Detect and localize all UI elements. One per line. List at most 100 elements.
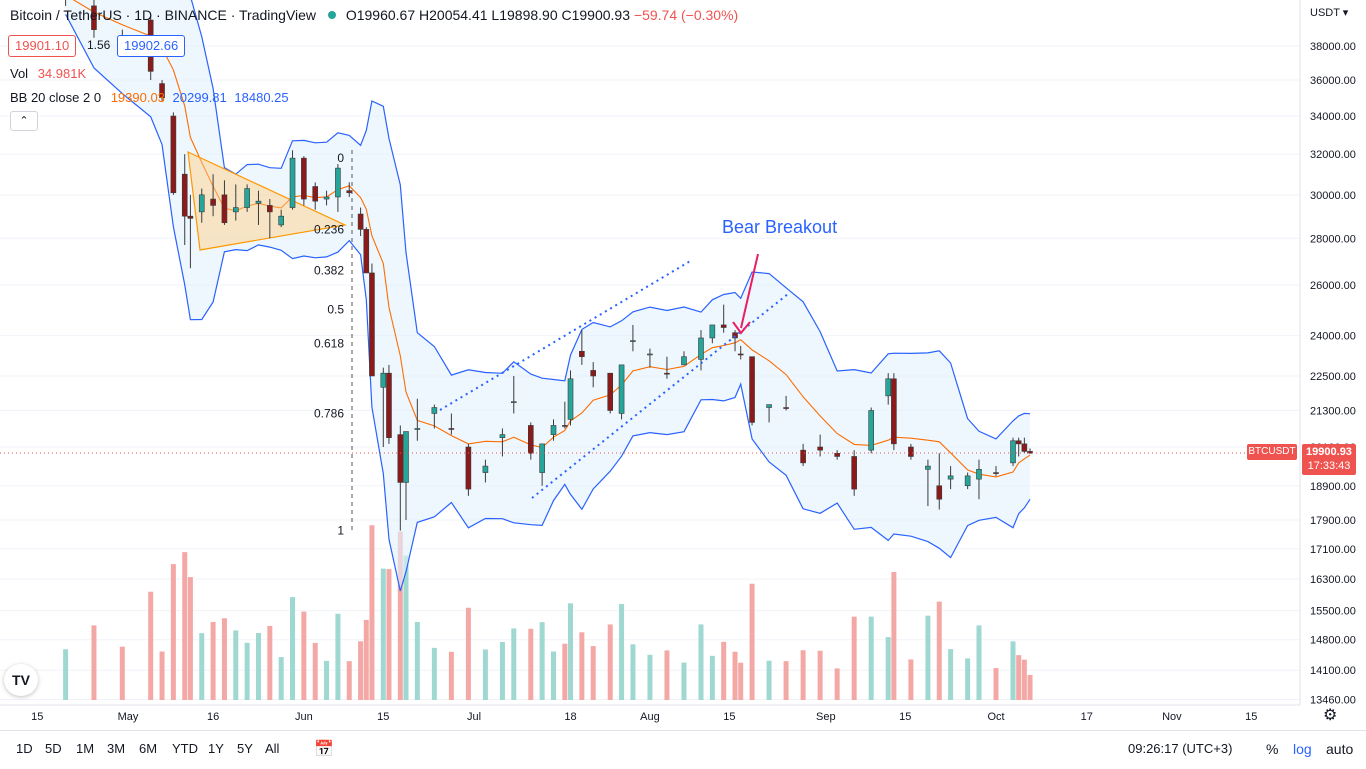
timeframe-button-all[interactable]: All xyxy=(265,741,280,756)
volume-bar xyxy=(380,568,386,700)
candle xyxy=(170,112,177,195)
volume-bar xyxy=(891,572,897,700)
volume-bar xyxy=(1016,655,1022,700)
candle xyxy=(159,80,165,102)
time-axis[interactable]: 15 May 16 Jun 15 Jul 18 Aug 15 Sep 15 Oct 17 Nov 15 xyxy=(31,711,1257,723)
candle xyxy=(976,459,982,500)
volume-bar xyxy=(346,661,352,700)
time-tick-label: 15 xyxy=(723,711,735,723)
candle xyxy=(698,330,704,371)
volume-bar xyxy=(749,583,755,700)
volume-bar xyxy=(363,619,369,700)
candle xyxy=(198,188,205,223)
volume-bar xyxy=(1021,659,1027,700)
candle xyxy=(562,401,568,429)
candle xyxy=(210,174,216,217)
bb-indicator-legend[interactable]: BB 20 close 2 0 19390.03 20299.81 18480.… xyxy=(10,90,289,105)
volume-bar xyxy=(528,628,534,700)
timeframe-button-1d[interactable]: 1D xyxy=(16,741,33,756)
timeframe-button-1y[interactable]: 1Y xyxy=(208,741,224,756)
candle xyxy=(448,413,455,435)
timeframe-button-ytd[interactable]: YTD xyxy=(172,741,198,756)
log-scale-button[interactable]: log xyxy=(1293,741,1312,757)
buy-price-button[interactable]: 19902.66 xyxy=(117,35,186,57)
volume-bar xyxy=(630,644,636,700)
time-tick-label: 16 xyxy=(207,711,219,723)
volume-bar xyxy=(187,577,193,700)
candle xyxy=(925,459,931,507)
calendar-range-icon[interactable]: 📅 xyxy=(314,741,334,758)
candle xyxy=(403,431,409,520)
volume-bar xyxy=(965,658,971,700)
price-tick-label: 30000.00 xyxy=(1310,190,1356,202)
volume-bar xyxy=(834,668,840,700)
time-tick-label: Nov xyxy=(1162,711,1182,723)
bb-label: BB 20 close 2 0 xyxy=(10,90,102,105)
candle xyxy=(539,443,545,486)
volume-bar xyxy=(607,624,613,700)
gear-icon[interactable]: ⚙ xyxy=(1323,707,1338,724)
volume-bar xyxy=(221,618,227,700)
fib-level-label: 0.382 xyxy=(314,264,344,278)
volume-bar xyxy=(148,591,154,700)
candle xyxy=(312,182,319,210)
tradingview-logo[interactable]: TV xyxy=(4,664,38,696)
volume-bar xyxy=(936,601,942,700)
candle xyxy=(766,404,772,423)
percent-scale-button[interactable]: % xyxy=(1266,741,1279,757)
candle xyxy=(267,199,273,239)
candle xyxy=(851,450,857,496)
high-value: H20054.41 xyxy=(419,7,488,23)
volume-bar xyxy=(244,642,250,700)
candle xyxy=(630,324,636,352)
chevron-up-icon[interactable]: ⌃ xyxy=(10,111,38,131)
time-tick-label: May xyxy=(118,711,139,723)
volume-bar xyxy=(590,646,596,700)
timeframe-button-5y[interactable]: 5Y xyxy=(237,741,253,756)
volume-bar xyxy=(976,625,982,700)
time-tick-label: 17 xyxy=(1081,711,1093,723)
volume-bar xyxy=(1010,641,1016,700)
candle xyxy=(465,443,472,496)
candle xyxy=(783,395,789,411)
last-price-label: 19900.93 17:33:43 xyxy=(1302,444,1356,475)
price-tick-label: 17100.00 xyxy=(1310,544,1356,556)
bar-countdown: 17:33:43 xyxy=(1307,460,1351,472)
candle xyxy=(289,150,296,210)
candle xyxy=(65,0,67,6)
price-tick-label: 21300.00 xyxy=(1310,405,1356,417)
price-tick-label: 26000.00 xyxy=(1310,280,1356,292)
timeframe-button-1m[interactable]: 1M xyxy=(76,741,95,756)
clock-display[interactable]: 09:26:17 (UTC+3) xyxy=(1128,741,1233,756)
price-channel xyxy=(439,259,789,499)
volume-indicator-legend[interactable]: Vol 34.981K xyxy=(10,66,86,81)
bollinger-fill xyxy=(65,0,1030,591)
volume-bar xyxy=(159,651,165,700)
volume-bar xyxy=(369,525,375,700)
candle xyxy=(618,364,625,420)
candle xyxy=(550,419,557,441)
candle xyxy=(278,209,284,228)
sell-price-button[interactable]: 19901.10 xyxy=(8,35,77,57)
vol-label: Vol xyxy=(10,66,29,81)
time-tick-label: 15 xyxy=(899,711,911,723)
price-axis[interactable]: 38000.00 36000.00 34000.00 32000.00 30000.00… xyxy=(1310,41,1356,706)
price-tick-label: 22500.00 xyxy=(1310,371,1356,383)
time-tick-label: Aug xyxy=(640,711,660,723)
candle xyxy=(891,373,897,451)
volume-bar xyxy=(312,642,318,700)
timeframe-button-5d[interactable]: 5D xyxy=(45,741,62,756)
price-tick-label: 24000.00 xyxy=(1310,330,1356,342)
ohlc-values: O19960.67 H20054.41 L19898.90 C19900.93 … xyxy=(346,7,738,23)
volume-bar xyxy=(301,611,307,700)
volume-bar xyxy=(800,650,806,700)
timeframe-button-3m[interactable]: 3M xyxy=(107,741,126,756)
symbol-title[interactable]: Bitcoin / TetherUS · 1D · BINANCE · Trad… xyxy=(10,7,317,23)
volume-bar xyxy=(233,630,239,700)
timeframe-button-6m[interactable]: 6M xyxy=(139,741,158,756)
auto-scale-button[interactable]: auto xyxy=(1326,741,1354,757)
currency-label[interactable]: USDT ▾ xyxy=(1310,7,1349,19)
breakout-arrow xyxy=(732,253,759,335)
volume-bar xyxy=(499,641,505,700)
